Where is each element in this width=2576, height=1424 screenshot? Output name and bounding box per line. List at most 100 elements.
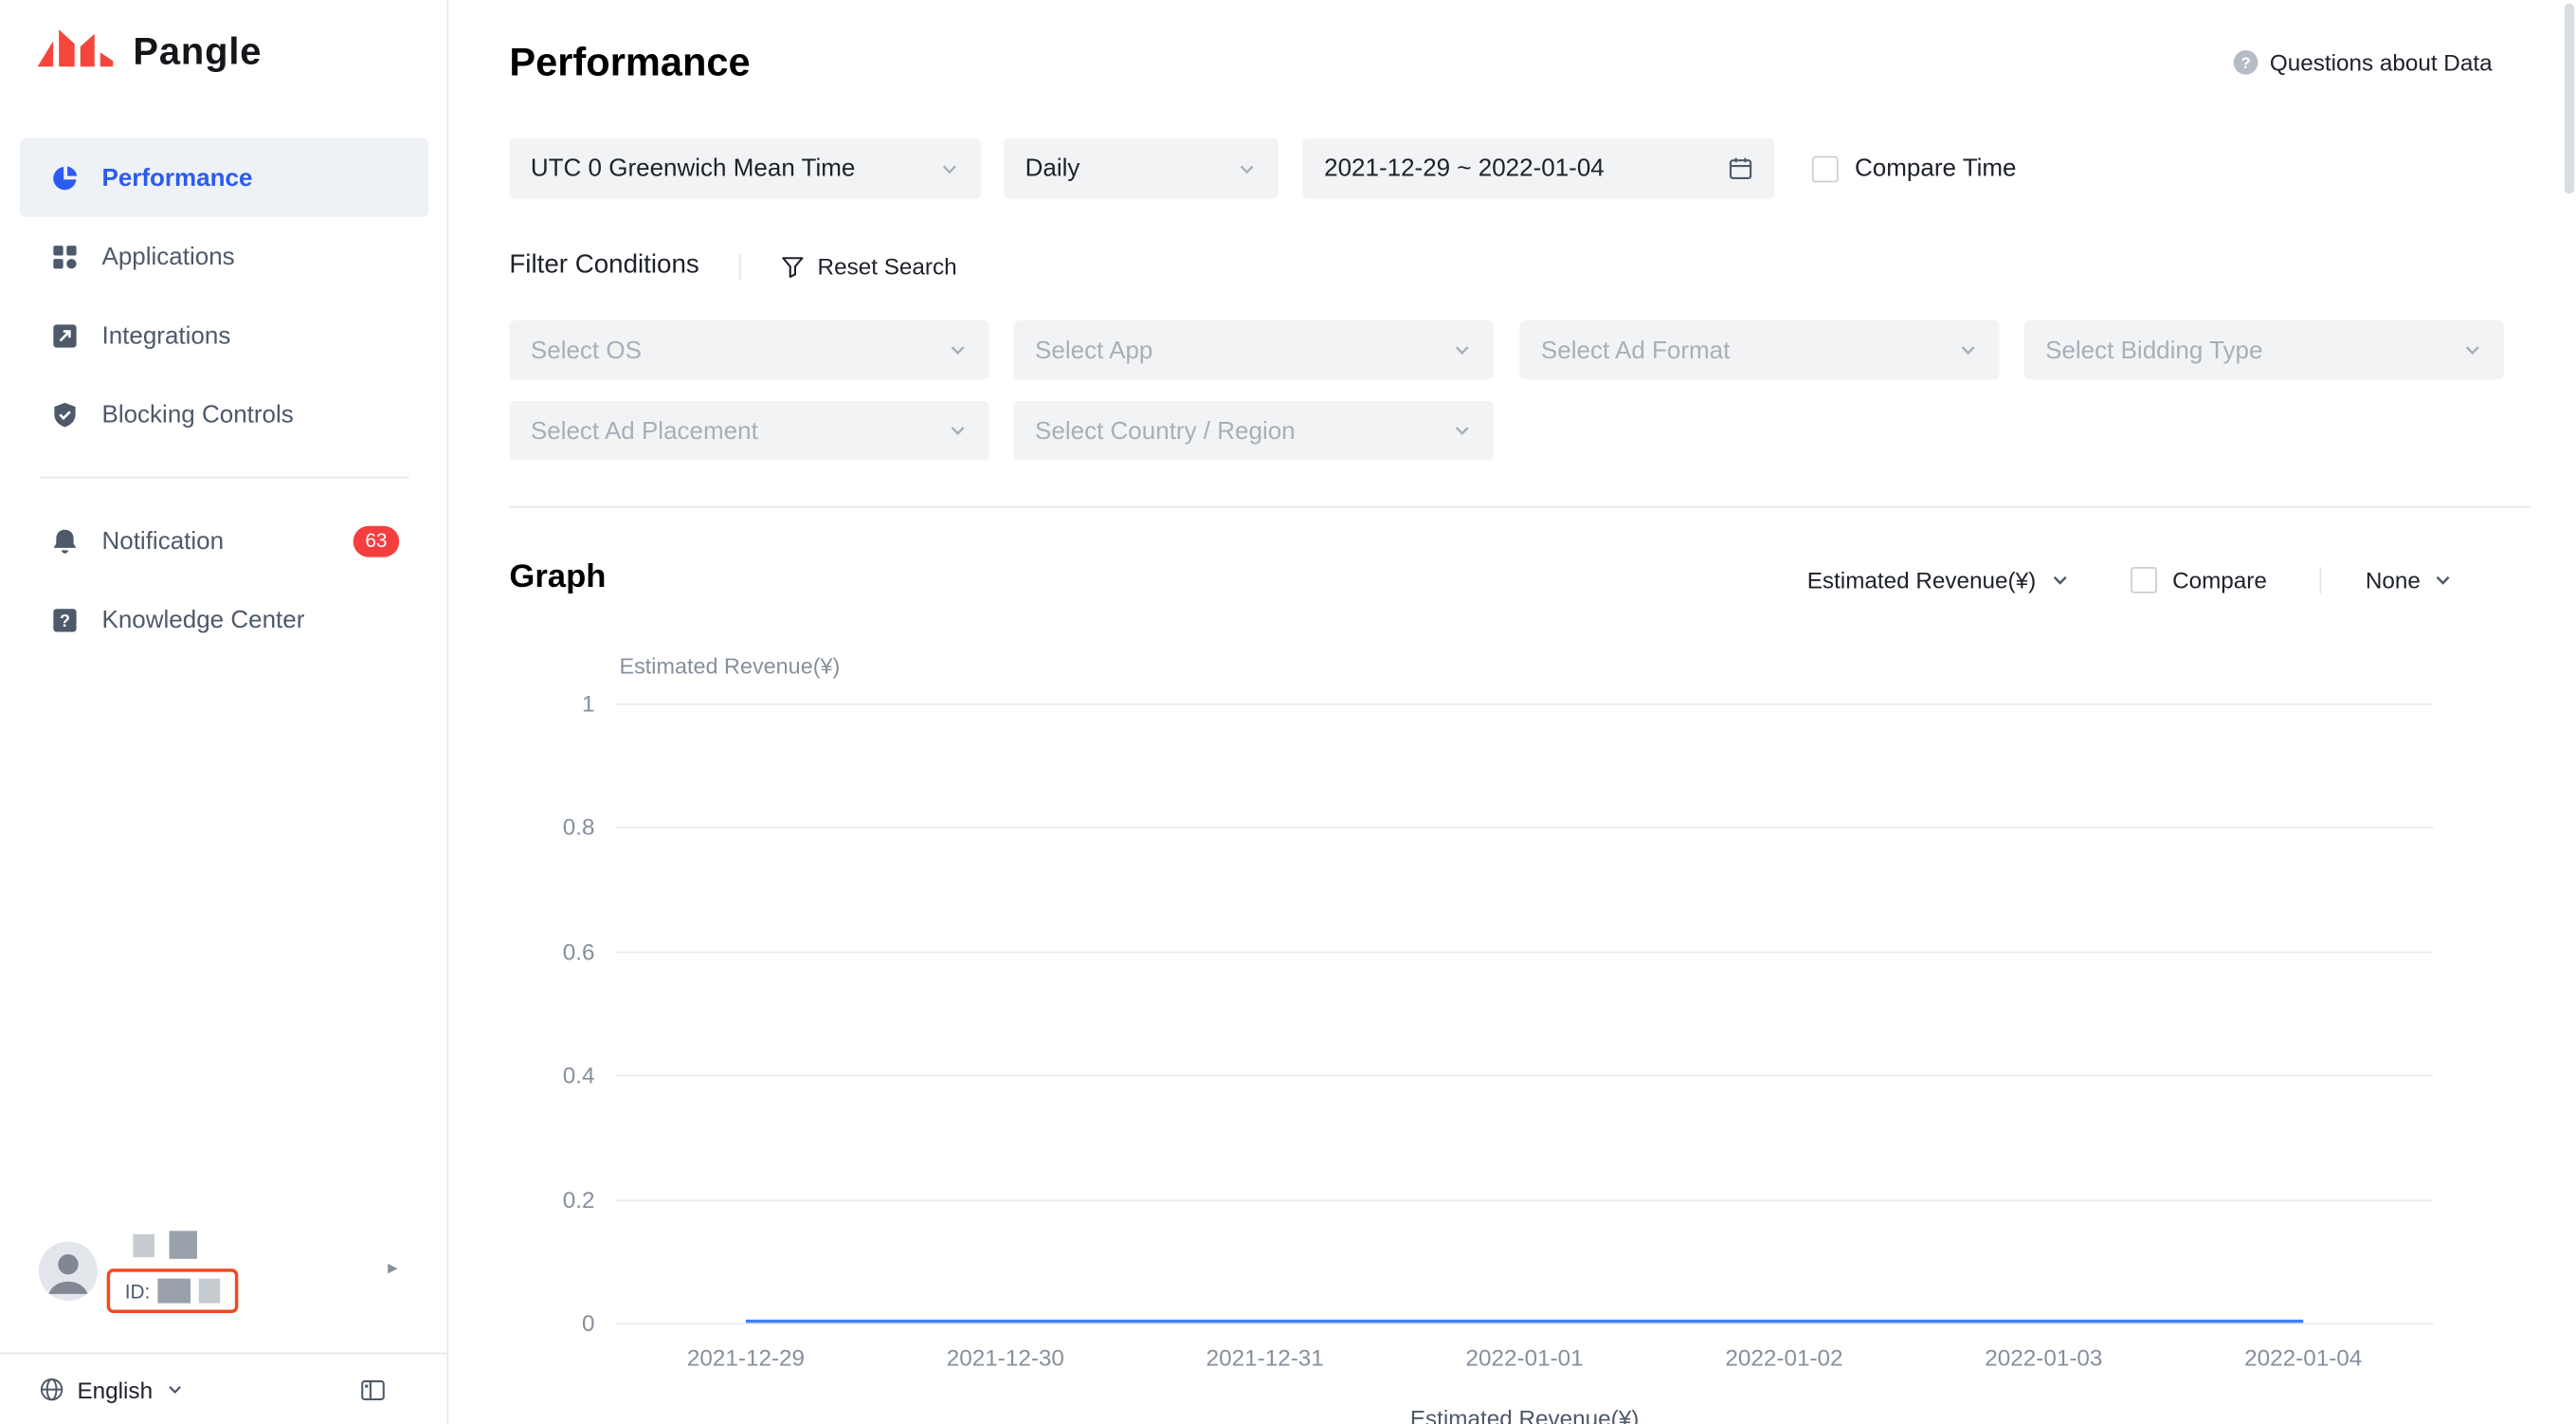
language-selector[interactable]: English [40,1376,184,1403]
vertical-scrollbar[interactable] [2564,3,2575,194]
sidebar-item-integrations[interactable]: Integrations [20,296,429,374]
filter-conditions-row: Filter Conditions Reset Search [509,246,956,286]
select-country-region[interactable]: Select Country / Region [1013,400,1494,461]
timezone-value: UTC 0 Greenwich Mean Time [530,154,856,183]
user-avatar[interactable] [38,1241,99,1310]
chart-y-tick-label: 0.6 [562,938,595,965]
question-square-icon: ? [49,606,79,633]
chart-gridline [616,1074,2434,1077]
account-id-highlight-box: ID: [106,1269,239,1313]
secondary-metric-select[interactable]: None [2366,567,2454,593]
select-ad-placement[interactable]: Select Ad Placement [509,400,989,461]
select-bidding-type-placeholder: Select Bidding Type [2045,336,2263,364]
chart-x-tick-label: 2021-12-30 [946,1343,1064,1371]
compare-checkbox[interactable] [2131,567,2158,593]
granularity-select[interactable]: Daily [1004,137,1279,199]
metric-value: Estimated Revenue(¥) [1806,567,2037,593]
select-ad-placement-placeholder: Select Ad Placement [530,416,758,445]
redacted-username-block [133,1233,154,1258]
chart-y-tick-label: 1 [581,690,595,717]
grid-icon [49,243,79,270]
compare-time-control: Compare Time [1811,138,2017,199]
chart-y-tick-label: 0.8 [562,813,595,841]
language-label: English [77,1376,154,1403]
notification-count-badge: 63 [353,524,400,557]
vertical-divider [2319,567,2322,593]
reset-search-button[interactable]: Reset Search [780,253,957,280]
chart-x-tick-label: 2022-01-01 [1465,1343,1584,1371]
reset-search-label: Reset Search [817,252,957,280]
chart-gridline [616,1198,2434,1201]
pangle-logo-text: Pangle [133,28,263,72]
compare-label: Compare [2172,567,2267,593]
select-bidding-type[interactable]: Select Bidding Type [2023,320,2504,380]
date-range-picker[interactable]: 2021-12-29 ~ 2022-01-04 [1302,137,1775,199]
sidebar-item-knowledge-center[interactable]: ? Knowledge Center [20,580,429,659]
sidebar-item-applications[interactable]: Applications [20,217,429,296]
chart-legend[interactable]: Estimated Revenue(¥) [1409,1405,1640,1424]
sidebar: Pangle Performance [0,0,449,1424]
funnel-icon [780,254,805,279]
chevron-down-icon [948,421,968,441]
chevron-down-icon [940,158,960,178]
user-account-area: ID: ▸ [0,1223,448,1351]
sidebar-item-label: Applications [101,242,235,271]
export-square-icon [49,321,79,349]
timezone-select[interactable]: UTC 0 Greenwich Mean Time [509,137,981,199]
select-ad-format[interactable]: Select Ad Format [1519,320,2000,380]
collapse-sidebar-icon[interactable] [360,1377,387,1403]
language-bar: English [0,1352,449,1424]
pie-chart-icon [49,163,79,191]
globe-icon [40,1378,64,1402]
chart-y-axis-title: Estimated Revenue(¥) [619,653,841,679]
sidebar-item-performance[interactable]: Performance [19,137,429,217]
bell-icon [49,527,79,555]
help-circle-icon: ? [2232,49,2259,76]
shield-check-icon [49,400,79,428]
questions-about-data-link[interactable]: ? Questions about Data [2232,49,2493,76]
granularity-value: Daily [1025,154,1080,183]
secondary-metric-value: None [2365,567,2421,593]
chart-gridline [616,703,2434,705]
graph-controls: Estimated Revenue(¥) Compare None [1807,562,2454,598]
help-label: Questions about Data [2269,49,2493,76]
redacted-id-block [199,1278,221,1304]
chevron-down-icon [1237,158,1257,178]
chevron-down-icon [1452,340,1472,360]
chart-plot[interactable] [616,703,2434,1325]
metric-select[interactable]: Estimated Revenue(¥) [1807,567,2071,593]
sidebar-item-label: Knowledge Center [101,605,305,634]
sidebar-item-label: Notification [101,526,225,556]
sidebar-item-label: Blocking Controls [101,400,294,429]
chart-gridline [616,1323,2434,1325]
redacted-username-block [169,1231,198,1259]
compare-time-label: Compare Time [1855,154,2017,183]
sidebar-item-blocking-controls[interactable]: Blocking Controls [20,374,429,453]
select-os[interactable]: Select OS [509,320,989,380]
pangle-logo[interactable]: Pangle [36,25,262,77]
chevron-down-icon [2051,570,2071,590]
select-app[interactable]: Select App [1013,320,1494,380]
pangle-logo-icon [36,25,121,77]
select-country-region-placeholder: Select Country / Region [1035,416,1296,445]
compare-time-checkbox[interactable] [1811,155,1839,182]
redacted-id-block [158,1278,191,1304]
chart-x-tick-label: 2022-01-04 [2244,1343,2363,1371]
chart-y-tick-label: 0 [581,1309,595,1337]
chart-x-axis: 2021-12-29 2021-12-30 2021-12-31 2022-01-01… [616,1344,2433,1378]
compare-control: Compare [2131,567,2267,593]
select-app-placeholder: Select App [1035,336,1153,364]
chart-gridline [616,827,2434,830]
select-os-placeholder: Select OS [530,336,642,364]
sidebar-nav: Performance Applications [0,137,448,659]
chart-x-tick-label: 2022-01-03 [1985,1343,2103,1371]
chart-x-tick-label: 2021-12-29 [686,1343,806,1371]
chart-line-svg [745,1319,2304,1324]
sidebar-item-label: Performance [101,163,253,192]
chart-x-tick-label: 2022-01-02 [1725,1343,1843,1371]
filter-conditions-label: Filter Conditions [509,251,699,280]
chevron-down-icon [1958,340,1978,360]
sidebar-item-notification[interactable]: Notification 63 [20,502,429,580]
sidebar-item-label: Integrations [101,320,231,350]
expand-arrow-icon[interactable]: ▸ [388,1255,398,1279]
